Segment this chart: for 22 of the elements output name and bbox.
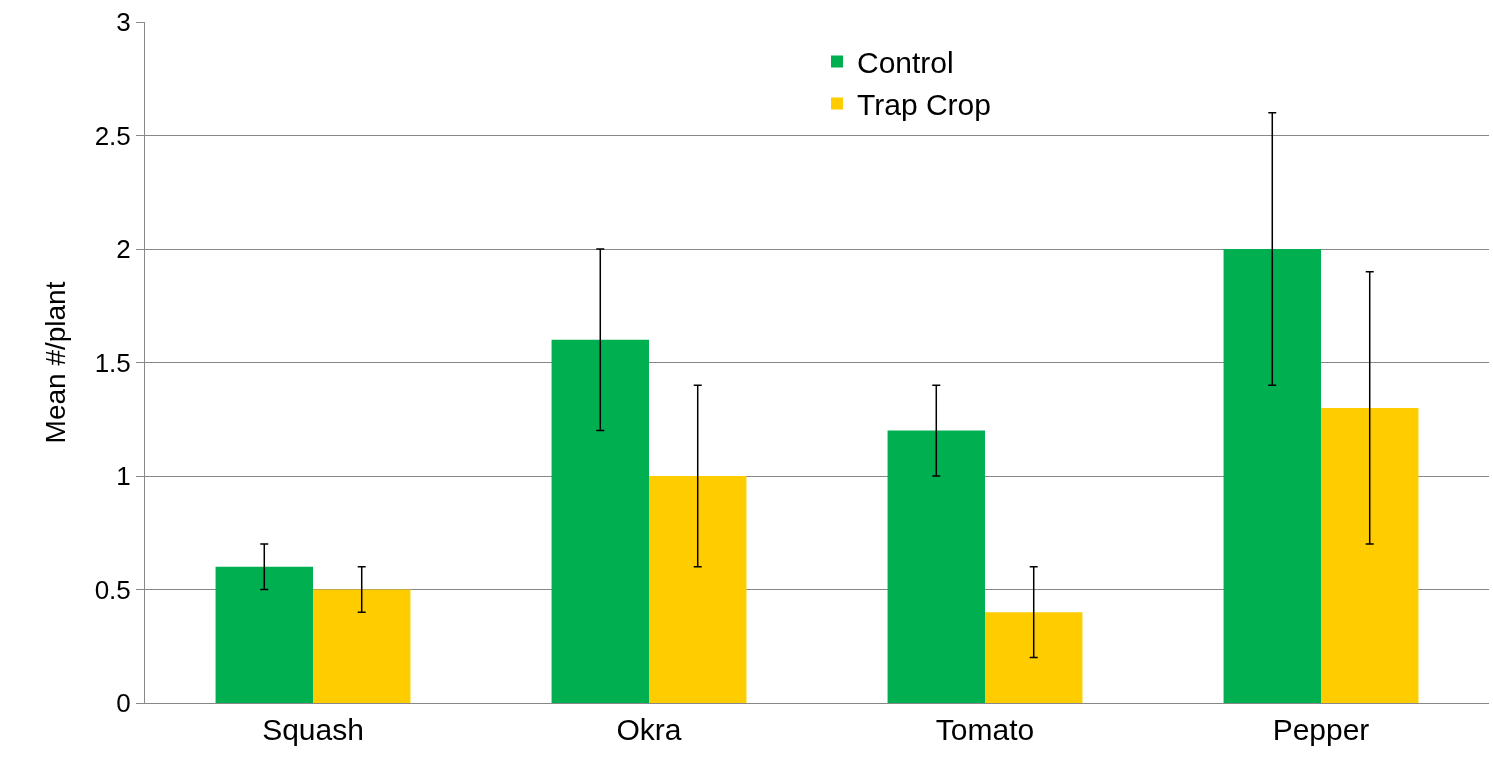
legend-label: Trap Crop <box>857 88 991 122</box>
bar <box>985 612 1083 703</box>
bar <box>215 566 313 703</box>
y-tick-label: 2.5 <box>94 120 131 151</box>
bar <box>313 589 411 703</box>
x-tick-label: Pepper <box>1272 713 1370 746</box>
y-tick-label: 0 <box>116 688 131 719</box>
y-tick-label: 3 <box>116 7 131 38</box>
bar <box>1223 249 1321 703</box>
bar <box>887 430 985 703</box>
y-tick-label: 1 <box>116 461 131 492</box>
y-tick-label: 1.5 <box>94 347 131 378</box>
x-tick-label: Squash <box>262 713 364 746</box>
bar <box>1321 407 1419 703</box>
legend-label: Control <box>857 46 954 80</box>
x-tick-label: Tomato <box>935 713 1035 746</box>
x-tick-label: Okra <box>616 713 682 746</box>
y-tick-label: 0.5 <box>94 574 131 605</box>
bar <box>551 339 649 703</box>
bar <box>649 476 747 703</box>
y-axis-title: Mean #/plant <box>40 281 72 444</box>
y-tick-label: 2 <box>116 234 131 265</box>
